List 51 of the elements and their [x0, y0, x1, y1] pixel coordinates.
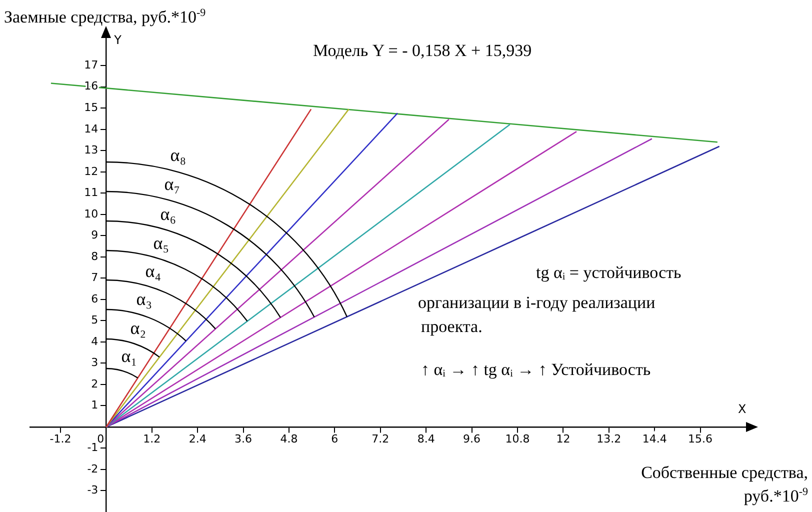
annotation: tg αᵢ = устойчивость: [536, 263, 682, 282]
annotation: α₂: [130, 318, 146, 338]
x-tick-label: 12: [556, 432, 570, 446]
x-tick-label: 4.8: [280, 432, 298, 446]
x-tick-label: 0: [97, 432, 116, 446]
y-tick-label: -3: [87, 484, 98, 497]
y-tick-label: 9: [91, 228, 98, 242]
x-tick-label: -1.2: [50, 432, 72, 446]
y-tick-label: 13: [84, 144, 98, 157]
annotation: Y: [114, 33, 122, 47]
y-tick-label: 11: [84, 186, 98, 200]
y-tick-label: 5: [91, 314, 98, 327]
y-tick-label: 8: [91, 250, 98, 263]
x-tick-label: 3.6: [234, 432, 252, 446]
annotation: α₃: [136, 289, 152, 309]
y-tick-label: 7: [91, 271, 98, 284]
x-tick-label: 7.2: [372, 432, 390, 446]
y-tick-label: 12: [84, 164, 98, 178]
annotation: организации в i-году реализации: [418, 293, 656, 312]
x-tick-label: 1.2: [143, 432, 161, 446]
x-tick-label: 13.2: [596, 432, 622, 446]
y-tick-label: 3: [91, 356, 98, 370]
y-tick-label: 10: [84, 207, 98, 220]
y-tick-label: 4: [91, 334, 98, 348]
y-tick-label: 2: [91, 377, 98, 390]
y-tick-label: 14: [84, 122, 98, 136]
annotation: α₈: [170, 145, 186, 166]
annotation: Модель Y = - 0,158 X + 15,939: [313, 41, 532, 60]
annotation: α₁: [121, 346, 138, 366]
x-axis-title: Собственные средства, руб.*10$^{-9}$: [640, 462, 808, 508]
annotation: проекта.: [421, 317, 482, 336]
x-tick-label: 15.6: [688, 432, 713, 446]
y-tick-label: 1: [91, 398, 98, 412]
y-tick-label: 6: [91, 292, 98, 306]
x-tick-label: 8.4: [417, 432, 435, 446]
y-tick-label: -1: [87, 441, 98, 454]
x-tick-label: 9.6: [463, 432, 481, 446]
y-tick-label: -2: [87, 462, 98, 476]
x-tick-label: 6: [331, 432, 338, 446]
y-tick-label: 15: [84, 101, 98, 114]
annotation: α₇: [164, 174, 180, 194]
x-tick-label: 10.8: [505, 432, 530, 446]
annotation: α₄: [145, 260, 162, 281]
annotation: α₅: [153, 232, 170, 252]
annotation: X: [738, 402, 746, 416]
y-tick-label: 17: [84, 58, 98, 72]
x-tick-label: 2.4: [188, 432, 206, 446]
y-axis-title: Заемные средства, руб.*10$^{-9}$: [4, 7, 206, 27]
x-tick-label: 14.4: [642, 432, 667, 446]
annotation: α₆: [160, 204, 176, 224]
annotation: ↑ αᵢ → ↑ tg αᵢ → ↑ Устойчивость: [421, 360, 651, 379]
